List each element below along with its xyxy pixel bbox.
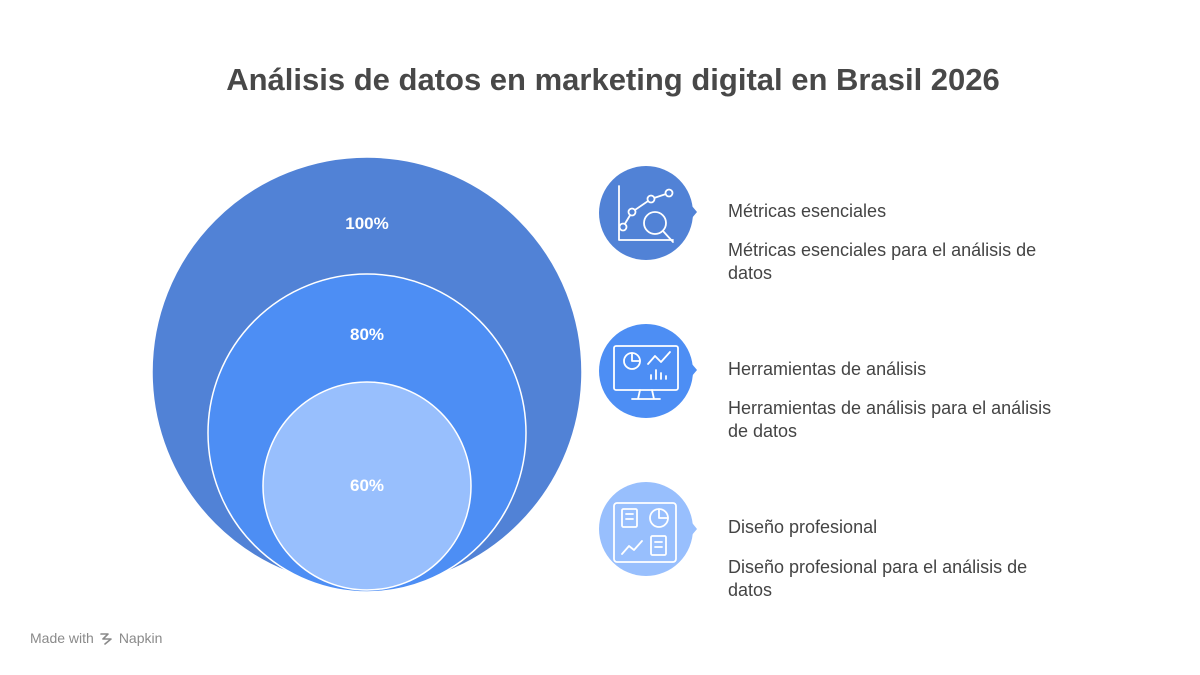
inner-circle-label: 60% [350,476,384,495]
napkin-logo-icon [100,632,112,645]
napkin-brand-text: Napkin [118,630,163,646]
page-title: Análisis de datos en marketing digital e… [226,62,1000,97]
item-description: Diseño profesional para el análisis de d… [728,557,1028,600]
item-heading: Métricas esenciales [728,201,887,221]
line-chart-magnifier-icon [599,166,697,260]
design-layout-icon [599,482,697,576]
footer-attribution[interactable]: Made with Napkin [30,630,162,646]
inner-circle [262,381,472,591]
item-heading: Diseño profesional [728,517,878,537]
monitor-dashboard-icon [599,324,697,418]
item-description: Herramientas de análisis para el análisi… [728,398,1052,441]
item-description: Métricas esenciales para el análisis de … [728,240,1037,283]
outer-circle-label: 100% [345,214,388,233]
made-with-text: Made with [30,630,94,646]
item-heading: Herramientas de análisis [728,359,927,379]
middle-circle-label: 80% [350,325,384,344]
